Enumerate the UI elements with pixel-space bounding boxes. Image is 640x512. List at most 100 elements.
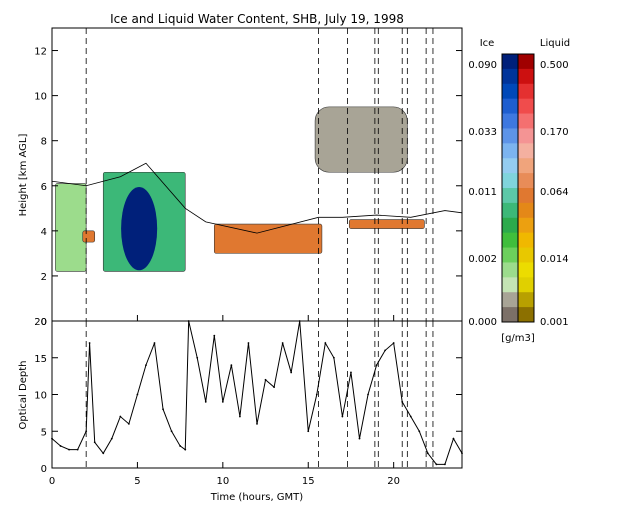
colorbar-ice-swatch [502,83,518,100]
height-y-label: Height [km AGL] [18,134,29,217]
colorbar-ice-swatch [502,292,518,308]
optical-depth-point [367,393,369,396]
colorbar-liquid-swatch [518,98,534,115]
optical-depth-point [127,423,130,425]
colorbar-liquid-swatch [518,247,534,263]
time-x-ticks: 0 5 10 15 20 [49,315,400,487]
colorbar-liquid-tick-label: 0.500 [540,60,569,71]
colorbar-liquid-swatch [518,68,534,85]
time-x-label: Time (hours, GMT) [210,492,304,503]
chart-title: Ice and Liquid Water Content, SHB, July … [110,12,404,26]
colorbar-ice-swatch [502,232,518,249]
colorbar-liquid-swatch [518,217,534,234]
colorbar-liquid-swatches [518,54,534,323]
optical-depth-point [102,452,105,455]
colorbar-liquid-swatch [518,292,534,308]
optical-depth-point [93,441,96,444]
optical-depth-point [426,452,429,455]
optical-depth-point [230,364,233,366]
colorbar-ice-tick-label: 0.000 [468,317,497,328]
optical-depth-point [452,437,455,440]
colorbar-unit-label: [g/m3] [501,333,535,344]
colorbar-ice-swatch [502,128,518,144]
colorbar-liquid-tick-label: 0.014 [540,254,569,265]
colorbar-ice-swatch [502,247,518,263]
optical-depth-tick-label: 0 [41,464,47,475]
colorbar-liquid-tick-label: 0.170 [540,127,569,138]
cloud-region-0 [55,183,87,272]
optical-depth-series [51,320,463,466]
optical-depth-point [221,400,224,403]
cloud-top-outline [51,162,463,234]
event-lines-lower [85,321,434,468]
optical-depth-point [418,430,421,433]
colorbar-ice-swatch [502,143,518,159]
cloud-region-5 [314,106,408,173]
time-tick-label: 15 [302,476,315,487]
optical-depth-point [196,356,199,359]
optical-depth-point [184,448,187,451]
colorbar: Ice Liquid 0.090 0.033 0.011 0.002 0.000 0.5… [468,38,570,344]
time-tick-label: 0 [49,476,55,487]
colorbar-ice-tick-label: 0.090 [468,60,497,71]
colorbar-ice-swatch [502,307,518,323]
height-tick-label: 8 [41,137,47,148]
optical-depth-point [375,364,378,366]
colorbar-ice-header: Ice [480,38,495,49]
cloud-region-core-1 [121,186,158,271]
colorbar-liquid-swatch [518,128,534,144]
optical-depth-point [88,342,91,344]
optical-depth-point [213,334,216,337]
optical-depth-point [315,393,318,396]
optical-depth-point [239,415,241,418]
cloud-regions [55,106,425,272]
optical-depth-point [384,349,387,352]
colorbar-liquid-swatch [518,173,534,189]
optical-depth-point [401,400,404,403]
colorbar-liquid-swatch [518,262,534,278]
colorbar-liquid-tick-labels: 0.500 0.170 0.064 0.014 0.001 [540,60,569,328]
optical-depth-point [264,378,267,381]
optical-depth-line [51,320,463,465]
optical-depth-point [162,408,164,411]
colorbar-liquid-header: Liquid [540,38,570,49]
optical-depth-point [350,371,352,374]
optical-depth-point [281,342,284,344]
optical-depth-panel: 0 5 10 15 20 0 5 10 15 20 Optical Depth Time (ho… [18,315,463,503]
optical-depth-point [247,342,250,344]
colorbar-liquid-swatch [518,83,534,100]
optical-depth-point [392,342,395,344]
optical-depth-point [324,342,327,344]
cloud-region-3 [213,223,323,254]
optical-depth-point [136,393,139,396]
optical-depth-tick-label: 20 [34,317,47,328]
optical-depth-point [435,463,438,466]
height-tick-label: 4 [41,227,47,238]
colorbar-liquid-tick-label: 0.064 [540,187,569,198]
colorbar-ice-swatch [502,188,518,204]
optical-depth-point [358,437,361,440]
optical-depth-point [145,364,147,366]
colorbar-ice-swatch [502,113,518,129]
optical-depth-point [68,448,70,451]
height-y-ticks: 0 2 4 6 8 10 12 [34,47,462,328]
colorbar-ice-swatch [502,158,518,174]
colorbar-ice-tick-label: 0.002 [468,254,497,265]
colorbar-liquid-swatch [518,143,534,159]
colorbar-ice-tick-label: 0.011 [468,187,497,198]
colorbar-ice-tick-label: 0.033 [468,127,497,138]
colorbar-liquid-swatch [518,54,534,70]
colorbar-ice-swatch [502,262,518,278]
height-tick-label: 0 [41,317,47,328]
optical-depth-point [256,423,258,425]
optical-depth-point [110,437,113,440]
colorbar-liquid-tick-label: 0.001 [540,317,569,328]
height-tick-label: 6 [41,182,47,193]
optical-depth-point [204,400,207,403]
optical-depth-point [332,356,335,359]
colorbar-liquid-swatch [518,188,534,204]
event-lines [85,28,434,321]
colorbar-liquid-swatch [518,202,534,219]
optical-depth-y-ticks: 0 5 10 15 20 [34,317,462,475]
